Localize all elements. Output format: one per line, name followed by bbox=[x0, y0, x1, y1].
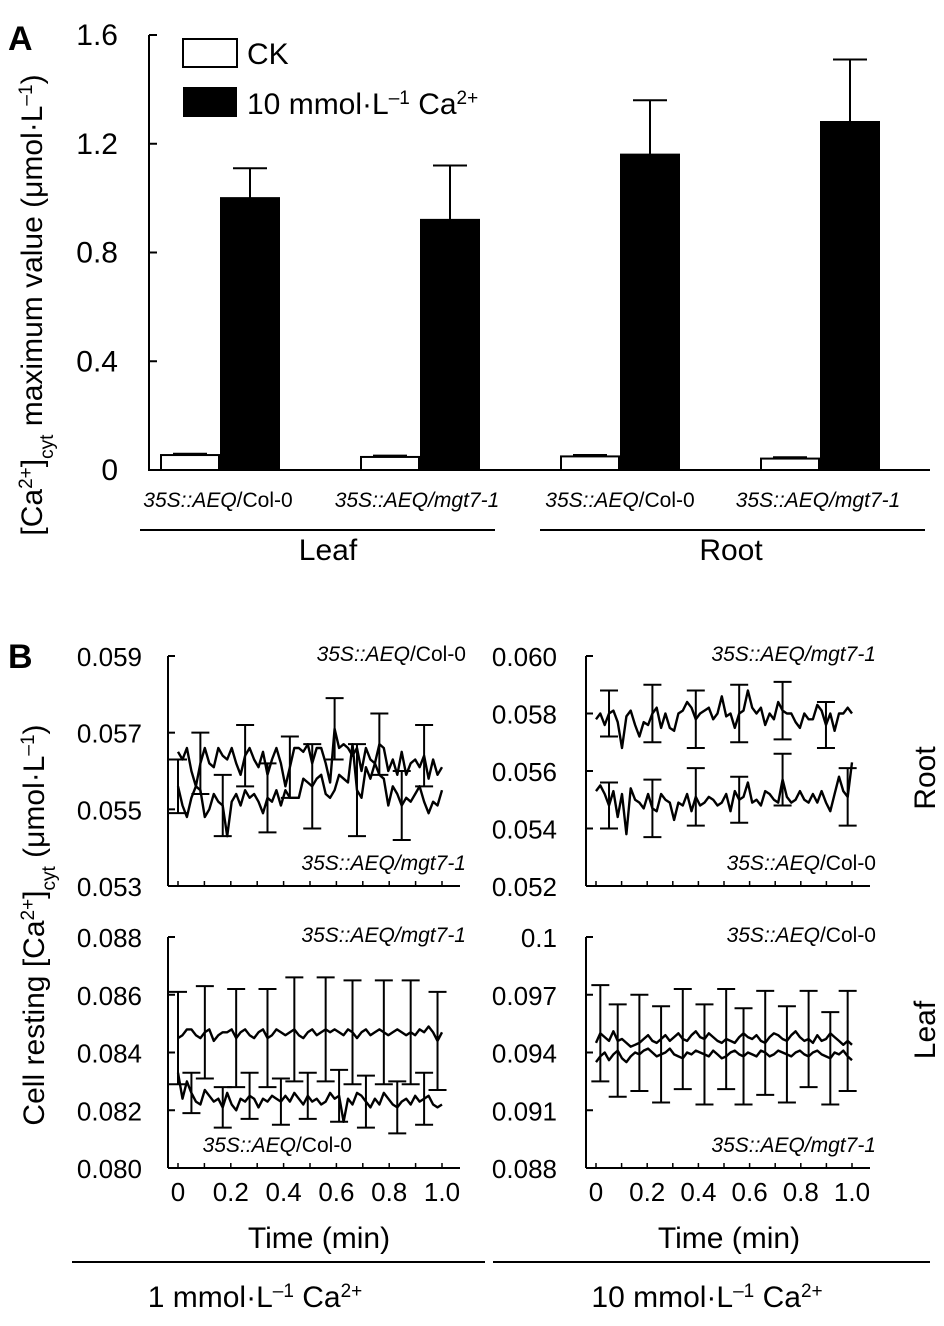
series-line-0 bbox=[595, 689, 853, 750]
subplot-B-root-1mM: 0.053 0.055 0.057 0.059 35S::AEQ/Col-035S::A… bbox=[77, 642, 466, 902]
y-tick-label: 0.8 bbox=[76, 237, 118, 270]
legend-ck-swatch bbox=[182, 38, 238, 68]
category-label-root-col0: 35S::AEQ/Col-0 bbox=[545, 489, 694, 512]
y-tick-label: 0.058 bbox=[492, 700, 557, 730]
y-tick-label: 0.094 bbox=[492, 1039, 557, 1069]
subplot-B-leaf-10mM: 0.088 0.091 0.094 0.097 0.1 35S::AEQ/Col-035S… bbox=[492, 923, 876, 1184]
series-line-1 bbox=[176, 1072, 443, 1124]
panel-a-bars bbox=[160, 58, 880, 472]
panel-b-left-x-axis-title: Time (min) bbox=[248, 1222, 390, 1255]
y-tick-label: 0.057 bbox=[77, 719, 142, 749]
y-tick-label: 1.6 bbox=[76, 19, 118, 52]
series-label-top: 35S::AEQ/Col-0 bbox=[727, 924, 876, 947]
panel-b-y-axis-title: Cell resting [Ca2+]cyt (μmol·L–1) bbox=[18, 724, 60, 1125]
panel-a-y-axis-title: [Ca2+]cyt maximum value (μmol·L–1) bbox=[16, 74, 58, 535]
y-tick-label: 0 bbox=[101, 454, 118, 487]
y-tick-label: 0.088 bbox=[492, 1154, 557, 1184]
bar-treated bbox=[220, 197, 280, 471]
x-tick-label: 0.4 bbox=[680, 1177, 716, 1207]
category-label-leaf-mgt7: 35S::AEQ/mgt7-1 bbox=[335, 489, 500, 512]
panel-a-bar-chart: [Ca2+]cyt maximum value (μmol·L–1) 00.40… bbox=[16, 19, 930, 567]
bar-treated bbox=[820, 121, 880, 471]
y-tick-label: 0.088 bbox=[77, 923, 142, 953]
bar-treated bbox=[420, 218, 480, 471]
series-line-0 bbox=[177, 1025, 444, 1043]
x-tick-label: 0.8 bbox=[783, 1177, 819, 1207]
y-tick-label: 0.055 bbox=[77, 795, 142, 825]
x-tick-label: 0 bbox=[171, 1177, 185, 1207]
y-tick-label: 0.053 bbox=[77, 872, 142, 902]
series-label-bottom: 35S::AEQ/Col-0 bbox=[203, 1134, 352, 1157]
panel-a-y-ticks: 0 0.4 0.8 1.2 1.6 bbox=[76, 19, 157, 487]
series-line-1 bbox=[595, 1047, 853, 1064]
bar-ck bbox=[560, 455, 620, 471]
panel-a-category-labels: 35S::AEQ/Col-0 35S::AEQ/mgt7-1 35S::AEQ/… bbox=[143, 489, 900, 512]
row-label-root: Root bbox=[909, 746, 942, 810]
series-label-bottom: 35S::AEQ/mgt7-1 bbox=[711, 1134, 876, 1157]
y-tick-label: 0.091 bbox=[492, 1096, 557, 1126]
y-tick-label: 0.097 bbox=[492, 981, 557, 1011]
legend-treated-label: 10 mmol·L–1 Ca2+ bbox=[247, 88, 478, 122]
series-label-top: 35S::AEQ/Col-0 bbox=[317, 643, 466, 666]
y-tick-label: 0.052 bbox=[492, 872, 557, 902]
x-tick-label: 1.0 bbox=[834, 1177, 870, 1207]
x-tick-label: 0.6 bbox=[732, 1177, 768, 1207]
series-line-1 bbox=[595, 762, 854, 836]
subplot-B-root-10mM: 0.052 0.054 0.056 0.058 0.060 35S::AEQ/mgt7-1… bbox=[492, 642, 876, 902]
series-label-top: 35S::AEQ/mgt7-1 bbox=[711, 643, 876, 666]
x-tick-label: 0.4 bbox=[266, 1177, 302, 1207]
panel-b-letter: B bbox=[8, 638, 33, 676]
series-label-bottom: 35S::AEQ/Col-0 bbox=[727, 852, 876, 875]
x-tick-label: 0.6 bbox=[318, 1177, 354, 1207]
y-tick-label: 0.084 bbox=[77, 1039, 142, 1069]
y-tick-label: 1.2 bbox=[76, 128, 118, 161]
x-tick-label: 0.2 bbox=[629, 1177, 665, 1207]
col-label-1mm: 1 mmol·L–1 Ca2+ bbox=[148, 1281, 363, 1315]
x-tick-label: 0.8 bbox=[371, 1177, 407, 1207]
legend-ck-label: CK bbox=[247, 38, 289, 71]
bar-ck bbox=[360, 455, 420, 472]
x-tick-label: 0 bbox=[589, 1177, 603, 1207]
panel-b-right-x-axis-title: Time (min) bbox=[658, 1222, 800, 1255]
y-tick-label: 0.080 bbox=[77, 1154, 142, 1184]
category-label-root-mgt7: 35S::AEQ/mgt7-1 bbox=[736, 489, 901, 512]
panel-a-letter: A bbox=[8, 20, 33, 58]
panel-a-legend: CK 10 mmol·L–1 Ca2+ bbox=[182, 38, 478, 122]
panel-b-x-tick-labels: 0 0.2 0.4 0.6 0.8 1.0 0 0.2 0.4 0.6 0.8 1.0 bbox=[171, 1177, 870, 1207]
group-label-leaf: Leaf bbox=[299, 534, 358, 567]
y-tick-label: 0.054 bbox=[492, 815, 557, 845]
row-label-leaf: Leaf bbox=[909, 1000, 942, 1059]
group-label-root: Root bbox=[699, 534, 763, 567]
bar-ck bbox=[160, 454, 220, 471]
category-label-leaf-col0: 35S::AEQ/Col-0 bbox=[143, 489, 292, 512]
series-label-bottom: 35S::AEQ/mgt7-1 bbox=[301, 852, 466, 875]
y-tick-label: 0.4 bbox=[76, 345, 118, 378]
series-line-0 bbox=[594, 1030, 853, 1048]
series-label-top: 35S::AEQ/mgt7-1 bbox=[301, 924, 466, 947]
subplot-B-leaf-1mM: 0.080 0.082 0.084 0.086 0.088 35S::AEQ/mgt7-1… bbox=[77, 923, 466, 1184]
y-tick-label: 0.082 bbox=[77, 1096, 142, 1126]
bar-ck bbox=[760, 457, 820, 471]
bar-treated bbox=[620, 153, 680, 471]
y-tick-label: 0.059 bbox=[77, 642, 142, 672]
y-tick-label: 0.086 bbox=[77, 981, 142, 1011]
x-tick-label: 1.0 bbox=[424, 1177, 460, 1207]
x-tick-label: 0.2 bbox=[213, 1177, 249, 1207]
y-tick-label: 0.056 bbox=[492, 757, 557, 787]
legend-treated-swatch bbox=[183, 87, 237, 117]
y-tick-label: 0.1 bbox=[521, 923, 557, 953]
y-tick-label: 0.060 bbox=[492, 642, 557, 672]
col-label-10mm: 10 mmol·L–1 Ca2+ bbox=[591, 1281, 822, 1315]
